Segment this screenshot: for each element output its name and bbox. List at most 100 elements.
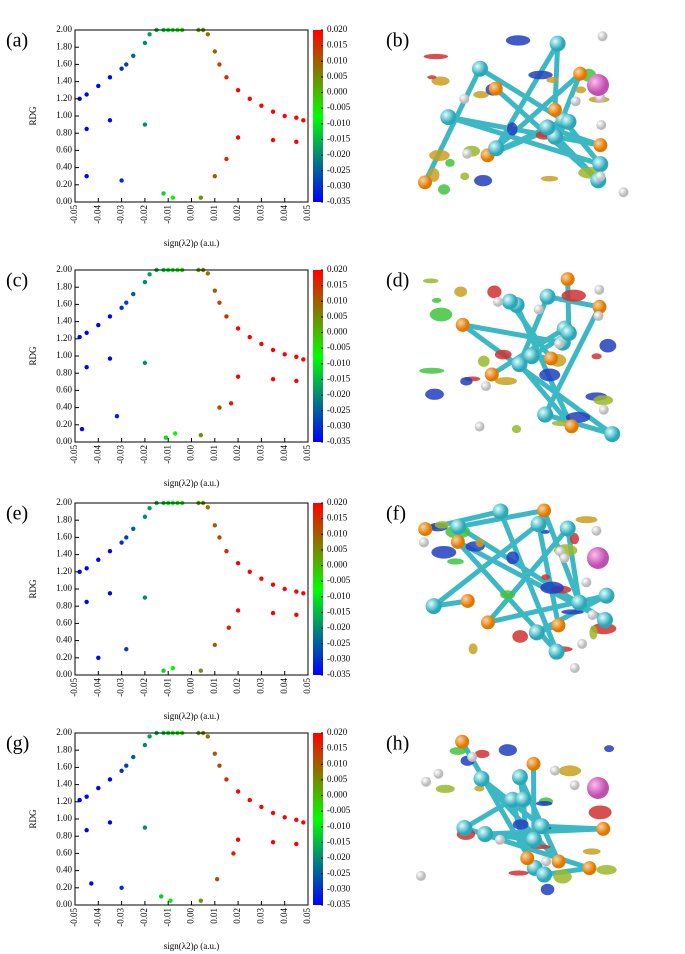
bond [536,523,561,626]
point [228,401,234,406]
isosurface [435,784,455,794]
x-tick-label: 0.04 [279,678,289,694]
isosurface [591,353,602,360]
colorbar-tick-label: -0.035 [327,899,351,909]
point [142,825,148,830]
isosurface [599,338,617,353]
y-tick-label: 1.20 [56,796,72,806]
point [142,595,148,600]
isosurface [460,376,473,386]
y-axis-label: RDG [28,346,38,366]
panel-label: (c) [6,270,28,292]
colorbar-tick-label: -0.025 [327,868,351,878]
x-tick-label: -0.01 [162,445,172,464]
point [294,115,299,120]
point [161,191,166,196]
x-tick-label: -0.05 [69,445,79,464]
colorbar-tick-label: -0.005 [327,575,351,585]
point [84,330,89,335]
colorbar-tick-label: 0.000 [327,87,348,97]
atom [582,861,597,876]
colorbar-tick-label: -0.030 [327,653,351,663]
isosurface [507,122,518,136]
colorbar-tick-label: -0.020 [327,149,351,159]
isosurface [582,848,601,855]
colorbar-tick-label: 0.010 [327,528,348,538]
point [131,291,136,297]
y-tick-label: 0.40 [56,402,72,412]
isosurface [575,516,598,524]
point [301,118,306,123]
atom [473,770,490,787]
hydrogen [569,662,580,673]
scatter-points [77,500,306,673]
point [119,66,124,71]
y-tick-label: 1.00 [56,583,72,593]
point [259,804,264,810]
y-tick-label: 0.20 [56,179,72,189]
isosurface [475,538,485,548]
atom [525,831,542,848]
y-tick-label: 1.80 [56,41,72,51]
colorbar-tick-label: -0.020 [327,389,351,399]
atom [573,66,588,81]
point [247,569,252,574]
y-tick-label: 0.60 [56,144,72,154]
atom [484,367,499,382]
x-tick-label: -0.02 [139,678,149,697]
hydrogen [433,768,444,779]
point [107,591,113,596]
panel-label: (a) [6,30,28,52]
colorbar-tick-label: 0.000 [327,327,348,337]
point [259,576,264,581]
point [119,305,124,311]
point [96,655,101,660]
point [96,322,101,328]
colorbar-tick-label: -0.030 [327,883,351,893]
colorbar-tick-label: -0.010 [327,118,351,128]
y-tick-label: 2.00 [56,24,72,34]
x-tick-label: 0.01 [209,205,219,221]
colorbar [313,503,323,675]
x-tick-label: -0.01 [162,908,172,927]
y-tick-label: 0.60 [56,617,72,627]
point [235,374,241,379]
atom [551,854,566,869]
colorbar-tick-label: -0.015 [327,607,351,617]
isosurface [431,545,457,559]
point [217,763,222,768]
hydrogen [587,609,598,620]
point [124,647,129,652]
point [205,505,211,510]
isosurface [558,765,582,777]
point [124,535,129,540]
isosurface [477,355,490,367]
plot-frame [74,29,309,203]
isosurface [429,307,453,322]
point [131,526,136,531]
y-tick-label: 0.80 [56,830,72,840]
x-tick-label: -0.02 [139,908,149,927]
point [294,817,299,823]
scatter-points [77,267,306,440]
point [212,523,217,528]
isosurface [512,819,529,830]
point [119,768,124,774]
x-tick-label: -0.05 [69,678,79,697]
isosurface [511,425,522,434]
atom [604,426,621,443]
hydrogen [541,856,552,867]
point [235,837,241,842]
point [96,785,101,791]
isosurface [474,785,485,792]
y-tick-label: 1.40 [56,779,72,789]
bond [544,412,613,437]
colorbar-tick-label: -0.005 [327,102,351,112]
atom [488,81,503,96]
isosurface [553,869,572,884]
hydrogen [421,776,432,787]
y-tick-label: 2.00 [56,727,72,737]
bond [422,67,483,184]
point [294,612,299,617]
y-axis-label: RDG [28,809,38,829]
